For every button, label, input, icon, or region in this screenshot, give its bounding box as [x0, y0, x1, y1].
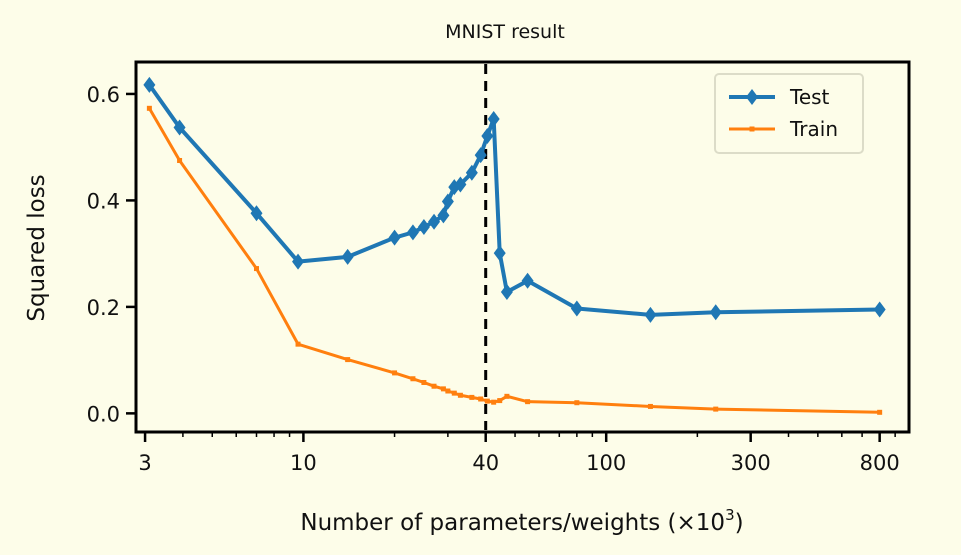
x-tick-label: 40 — [472, 451, 499, 475]
series-test-point — [341, 248, 354, 265]
y-axis-label: Squared loss — [24, 174, 50, 321]
y-tick-label: 0.6 — [87, 83, 120, 107]
series-train-point — [177, 157, 183, 163]
series-train-point — [421, 379, 427, 385]
series-train-point — [469, 394, 475, 400]
x-axis-label-superscript: 3 — [725, 506, 735, 524]
series-train-point — [146, 105, 152, 111]
series-test-point — [417, 219, 430, 236]
legend-train-marker — [749, 126, 755, 132]
series-test-point — [500, 283, 513, 300]
series-train-point — [295, 341, 301, 347]
series-test-point — [474, 147, 487, 164]
series-train-point — [525, 399, 531, 405]
x-axis-label-main: Number of parameters/weights (×10 — [300, 510, 725, 536]
series-train-point — [451, 390, 457, 396]
series-test-point — [873, 301, 886, 318]
series-train-point — [392, 370, 398, 376]
series-train-point — [440, 386, 446, 392]
x-axis-label-end: ) — [735, 510, 744, 536]
series-train-point — [253, 266, 259, 272]
series-test-point — [493, 245, 506, 262]
series-test-point — [406, 224, 419, 241]
legend-test-marker — [746, 89, 758, 105]
series-test-point — [250, 205, 263, 222]
series-test-point — [465, 164, 478, 181]
series-test-point — [481, 128, 494, 144]
legend-box — [714, 73, 864, 154]
series-train-line — [148, 107, 880, 414]
series-train-point — [445, 388, 451, 394]
legend: Test Train — [714, 73, 864, 154]
series-train-point — [713, 406, 719, 412]
x-tick-label: 10 — [290, 451, 317, 475]
series-test-point — [437, 207, 450, 224]
series-train-point — [504, 393, 510, 399]
series-test-point — [487, 110, 500, 127]
series-test-point — [388, 229, 401, 246]
series-test-point — [428, 213, 441, 230]
series-train-point — [574, 400, 580, 406]
series-test-point — [570, 300, 583, 317]
series-train-point — [491, 399, 497, 405]
series-train-point — [497, 398, 503, 404]
series-test-point — [521, 272, 534, 289]
y-tick-label: 0.0 — [87, 402, 120, 426]
series-test-point — [454, 176, 467, 193]
series-test-point — [644, 306, 657, 323]
series-train-point — [410, 376, 416, 382]
x-axis-ticks: 3 10 40 100 300 800 — [138, 432, 900, 475]
plot-frame — [134, 60, 911, 434]
series-test-point — [709, 304, 722, 321]
series-train-point — [345, 357, 351, 363]
x-tick-label: 800 — [860, 451, 900, 475]
series-train-point — [484, 398, 490, 404]
legend-train-label: Train — [789, 117, 838, 141]
x-tick-label: 300 — [731, 451, 771, 475]
y-axis-ticks: 0.0 0.2 0.4 0.6 — [87, 83, 136, 426]
series-test-point — [441, 193, 454, 210]
series-test-point — [143, 76, 156, 93]
series-train-point — [478, 396, 484, 402]
y-tick-label: 0.2 — [87, 296, 120, 320]
series-layer — [143, 76, 886, 415]
series-train-point — [457, 392, 463, 398]
x-tick-label: 3 — [138, 451, 151, 475]
x-axis-label: Number of parameters/weights (×103) — [300, 506, 743, 536]
legend-test-label: Test — [789, 85, 830, 109]
series-train-point — [431, 383, 437, 389]
y-tick-label: 0.4 — [87, 189, 120, 213]
chart-title: MNIST result — [445, 21, 565, 43]
series-train-point — [877, 409, 883, 415]
series-test-point — [292, 253, 305, 270]
x-tick-label: 100 — [586, 451, 626, 475]
series-train-point — [647, 403, 653, 409]
series-test-point — [173, 119, 186, 136]
